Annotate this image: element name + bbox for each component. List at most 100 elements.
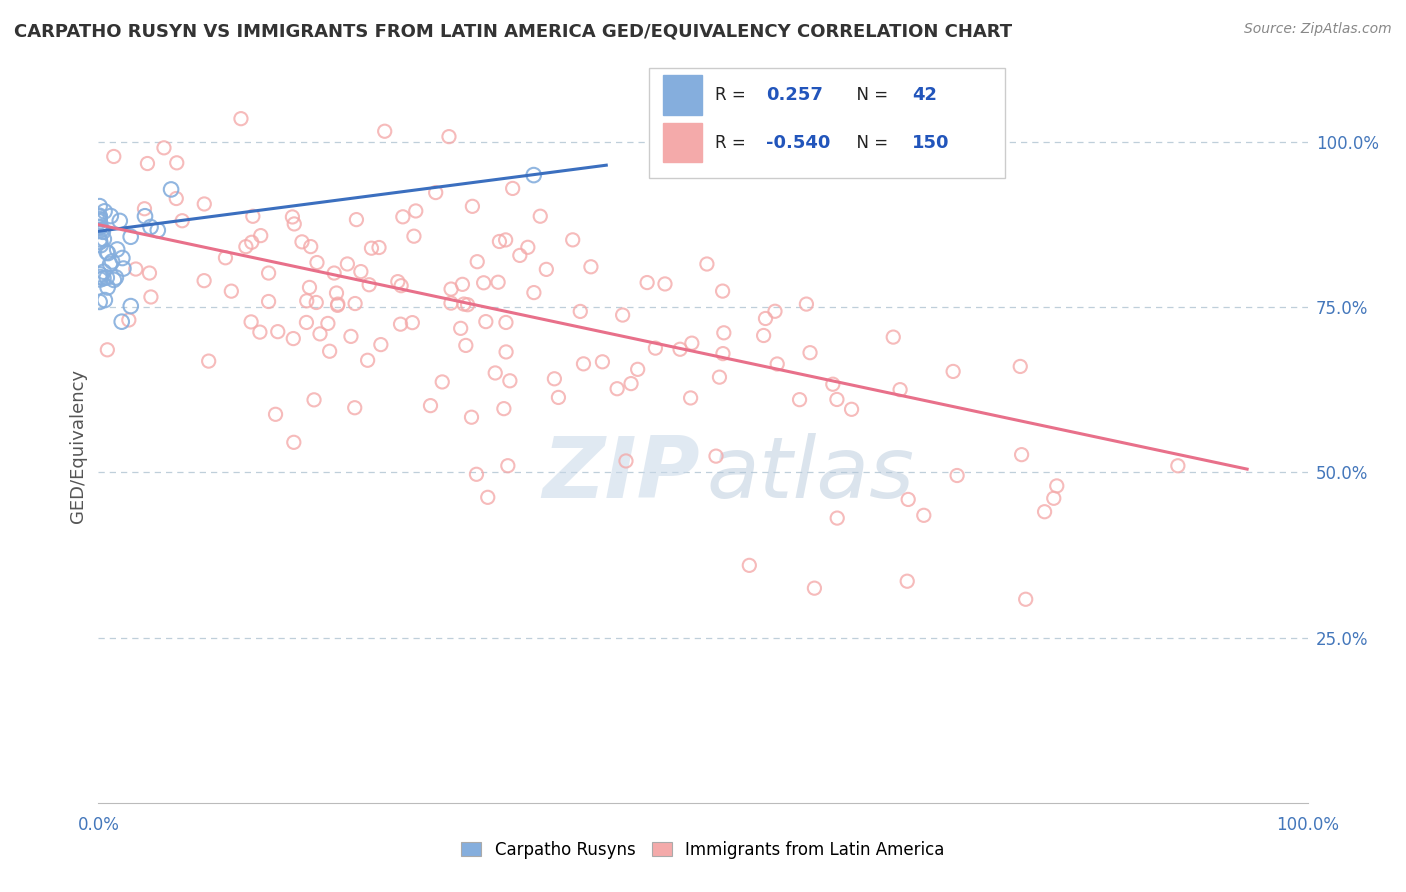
Point: [392, 210, 415, 224]
Point: [536, 262, 558, 277]
Point: [89, 270, 111, 285]
Point: [821, 377, 844, 392]
Point: [240, 235, 263, 250]
Point: [120, 299, 142, 313]
Point: [160, 182, 183, 196]
Point: [96, 270, 118, 285]
Point: [713, 326, 735, 340]
Point: [432, 375, 454, 389]
Point: [89, 209, 111, 223]
Point: [942, 364, 965, 378]
Point: [89, 268, 111, 282]
Point: [240, 315, 263, 329]
Point: [654, 277, 676, 291]
Point: [235, 240, 257, 254]
Point: [882, 330, 904, 344]
Point: [523, 168, 546, 182]
Text: atlas: atlas: [707, 433, 915, 516]
Point: [326, 297, 349, 311]
Point: [108, 214, 131, 228]
Point: [96, 343, 118, 357]
Point: [803, 581, 825, 595]
Point: [257, 294, 280, 309]
Point: [450, 321, 472, 335]
Point: [89, 199, 111, 213]
Point: [1046, 479, 1069, 493]
Point: [1010, 359, 1032, 374]
Point: [91, 225, 114, 239]
Point: [197, 354, 219, 368]
Point: [711, 346, 734, 360]
Point: [89, 219, 111, 234]
Point: [90, 238, 112, 252]
Text: 0.257: 0.257: [766, 86, 823, 103]
Point: [343, 401, 366, 415]
Point: [118, 313, 141, 327]
Point: [98, 257, 121, 271]
Point: [346, 212, 368, 227]
Point: [120, 229, 142, 244]
Point: [484, 366, 506, 380]
Point: [138, 266, 160, 280]
Point: [475, 315, 498, 329]
Point: [752, 328, 775, 343]
Point: [229, 112, 252, 126]
Point: [316, 317, 339, 331]
Point: [305, 295, 328, 310]
Point: [897, 492, 920, 507]
Point: [91, 222, 114, 236]
Point: [709, 370, 731, 384]
Point: [591, 355, 613, 369]
Point: [89, 220, 111, 235]
Point: [460, 410, 482, 425]
Legend: Carpatho Rusyns, Immigrants from Latin America: Carpatho Rusyns, Immigrants from Latin A…: [461, 840, 945, 859]
Point: [488, 235, 510, 249]
Point: [1167, 458, 1189, 473]
Point: [606, 382, 628, 396]
Text: Source: ZipAtlas.com: Source: ZipAtlas.com: [1244, 22, 1392, 37]
Point: [1015, 592, 1038, 607]
Point: [340, 329, 363, 343]
Point: [401, 316, 423, 330]
Point: [356, 353, 378, 368]
Point: [579, 260, 602, 274]
Point: [344, 296, 367, 310]
Point: [612, 308, 634, 322]
Point: [402, 229, 425, 244]
Point: [841, 402, 863, 417]
Point: [495, 233, 517, 247]
Point: [101, 254, 124, 268]
Point: [461, 199, 484, 213]
Point: [1042, 491, 1064, 506]
Point: [93, 271, 115, 285]
Point: [368, 240, 391, 254]
Point: [326, 298, 349, 312]
Point: [370, 337, 392, 351]
Point: [97, 280, 120, 294]
Point: [451, 277, 474, 292]
Point: [221, 284, 243, 298]
Point: [93, 204, 115, 219]
Point: [242, 209, 264, 223]
Point: [89, 235, 111, 249]
Point: [291, 235, 314, 249]
Text: ZIP: ZIP: [541, 433, 699, 516]
Point: [457, 298, 479, 312]
Point: [405, 203, 427, 218]
Point: [465, 254, 488, 268]
Point: [825, 392, 848, 407]
Point: [165, 192, 187, 206]
Point: [499, 374, 522, 388]
Point: [495, 316, 517, 330]
Point: [93, 232, 115, 246]
Text: 42: 42: [912, 86, 938, 103]
Point: [103, 149, 125, 163]
Point: [547, 391, 569, 405]
Point: [789, 392, 811, 407]
Text: -0.540: -0.540: [766, 134, 831, 152]
Point: [283, 217, 305, 231]
Point: [627, 362, 650, 376]
Point: [94, 293, 117, 307]
Point: [134, 209, 156, 223]
Point: [249, 325, 271, 339]
